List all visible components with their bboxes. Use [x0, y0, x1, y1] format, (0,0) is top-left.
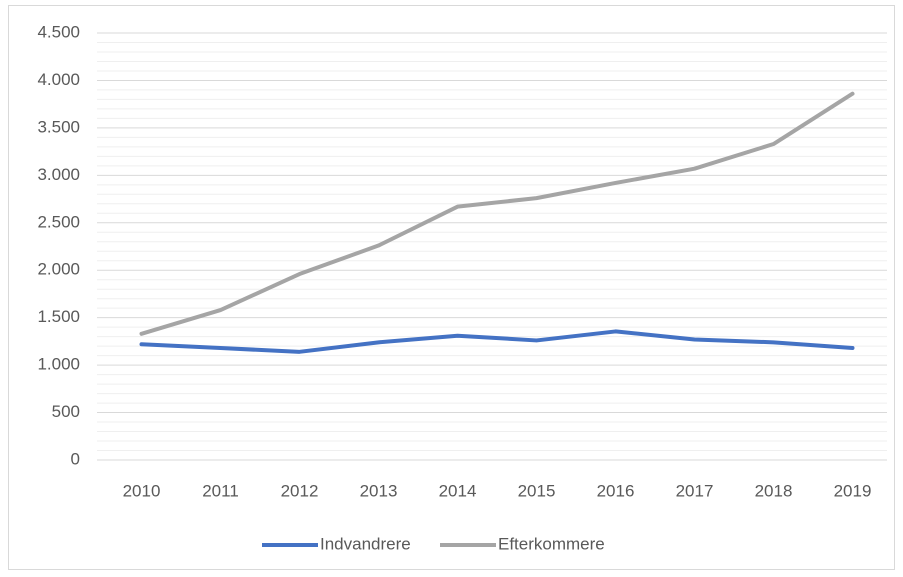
x-tick-label: 2014	[439, 481, 477, 500]
y-tick-label: 4.500	[37, 22, 80, 41]
y-tick-label: 3.000	[37, 165, 80, 184]
x-tick-label: 2016	[597, 481, 635, 500]
x-tick-label: 2011	[202, 481, 239, 500]
y-tick-label: 0	[71, 449, 80, 468]
minor-grid	[97, 41, 887, 452]
x-tick-label: 2013	[360, 481, 398, 500]
y-tick-label: 1.500	[37, 307, 80, 326]
x-tick-label: 2019	[834, 481, 872, 500]
y-tick-label: 2.500	[37, 212, 80, 231]
y-tick-label: 4.000	[37, 70, 80, 89]
series-line	[139, 329, 855, 354]
x-tick-label: 2018	[755, 481, 793, 500]
x-tick-label: 2012	[281, 481, 319, 500]
y-tick-label: 500	[52, 402, 80, 421]
legend-label: Indvandrere	[320, 534, 411, 553]
y-tick-label: 3.500	[37, 117, 80, 136]
legend-label: Efterkommere	[498, 534, 605, 553]
x-tick-label: 2010	[123, 481, 161, 500]
y-tick-label: 1.000	[37, 355, 80, 374]
series-line	[139, 91, 855, 336]
x-tick-label: 2017	[676, 481, 714, 500]
x-tick-label: 2015	[518, 481, 556, 500]
y-tick-label: 2.000	[37, 260, 80, 279]
